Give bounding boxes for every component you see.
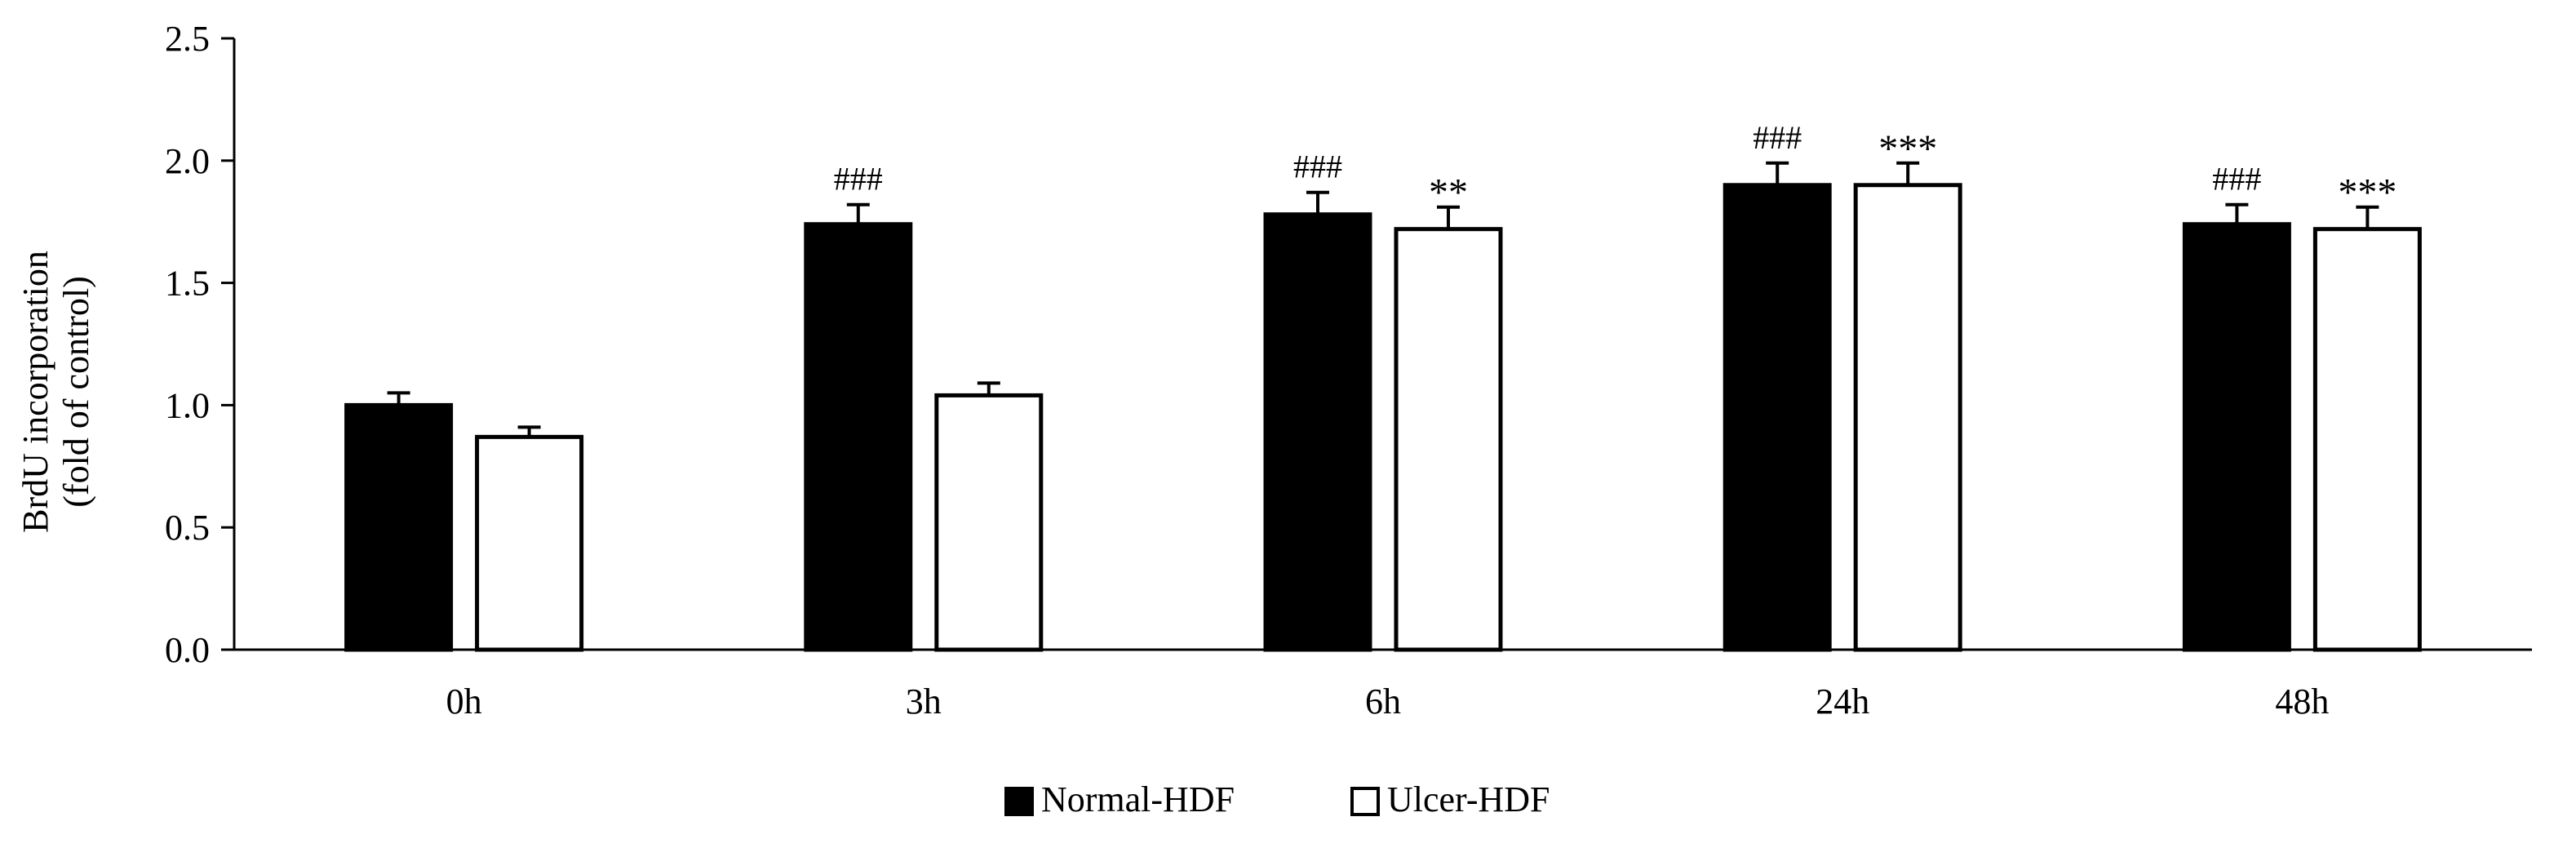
bar-ulcer-hdf-24h xyxy=(1853,183,1962,652)
bar-normal-hdf-3h xyxy=(804,222,913,652)
y-axis-title-line2: (fold of control) xyxy=(56,276,96,507)
significance-ulcer-hdf-48h: *** xyxy=(2338,171,2396,215)
y-axis-title-line1: BrdU incorporation xyxy=(16,251,55,533)
x-tick-label: 3h xyxy=(906,682,942,721)
bars xyxy=(344,183,2422,652)
legend-swatch-ulcer-hdf xyxy=(1350,787,1380,816)
y-axis-title: BrdU incorporation (fold of control) xyxy=(16,251,96,533)
y-tick-label: 0.5 xyxy=(165,508,210,548)
axes xyxy=(233,38,2532,651)
bar-ulcer-hdf-3h xyxy=(934,393,1044,652)
y-tick-label: 0.0 xyxy=(165,630,210,670)
bar-normal-hdf-0h xyxy=(344,402,454,652)
significance-normal-hdf-48h: ### xyxy=(2212,161,2261,198)
y-ticks: 0.0 0.5 1.0 1.5 2.0 2.5 xyxy=(165,19,234,670)
significance-normal-hdf-24h: ### xyxy=(1753,119,1802,156)
x-tick-label: 0h xyxy=(446,682,482,721)
bar-normal-hdf-24h xyxy=(1723,183,1832,652)
bar-ulcer-hdf-0h xyxy=(475,434,584,652)
bar-ulcer-hdf-6h xyxy=(1394,227,1503,652)
significance-annotations: ### #########******** xyxy=(834,119,2397,215)
y-tick-label: 2.0 xyxy=(165,141,210,181)
significance-ulcer-hdf-6h: ** xyxy=(1429,171,1468,215)
significance-ulcer-hdf-24h: *** xyxy=(1878,127,1937,171)
significance-normal-hdf-6h: ### xyxy=(1293,149,1342,185)
bar-normal-hdf-48h xyxy=(2182,222,2291,652)
significance-normal-hdf-3h: ### xyxy=(834,161,883,198)
legend-swatch-normal-hdf xyxy=(1004,787,1034,816)
legend-label-normal-hdf: Normal-HDF xyxy=(1041,779,1235,819)
y-tick-label: 2.5 xyxy=(165,19,210,59)
x-tick-label: 6h xyxy=(1365,682,1401,721)
error-bars xyxy=(387,161,2379,437)
legend: Normal-HDF Ulcer-HDF xyxy=(1004,779,1550,819)
y-tick-label: 1.0 xyxy=(165,385,210,425)
bar-normal-hdf-6h xyxy=(1263,212,1372,652)
y-tick-label: 1.5 xyxy=(165,264,210,304)
x-tick-label: 48h xyxy=(2275,682,2329,721)
x-tick-label: 24h xyxy=(1816,682,1869,721)
legend-label-ulcer-hdf: Ulcer-HDF xyxy=(1387,779,1550,819)
bar-ulcer-hdf-48h xyxy=(2312,227,2422,652)
x-ticks: 0h 3h 6h 24h 48h xyxy=(446,682,2330,721)
